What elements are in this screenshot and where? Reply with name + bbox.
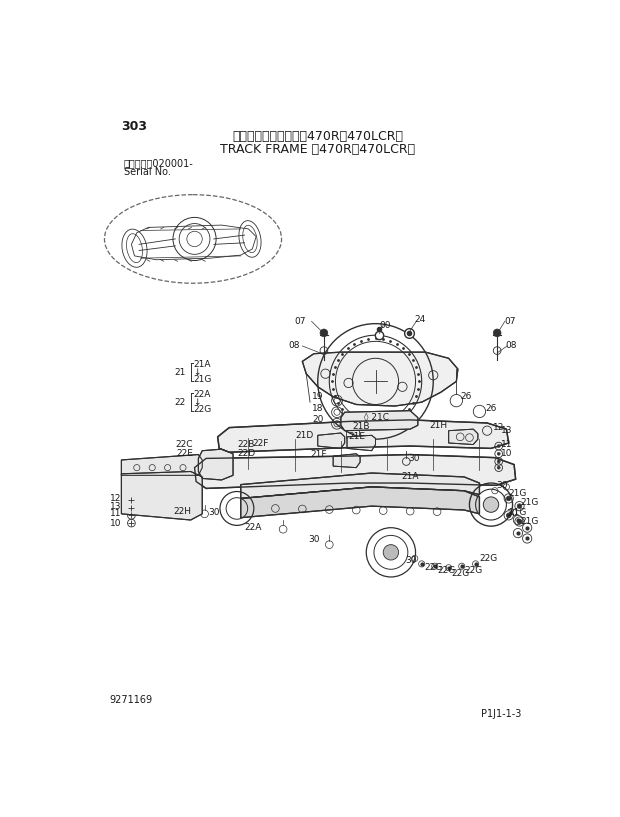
Polygon shape [218,420,508,453]
Text: 12: 12 [110,494,122,503]
Text: 21G: 21G [508,489,527,498]
Circle shape [497,444,500,448]
Text: 22: 22 [174,398,185,407]
Text: 20: 20 [312,415,324,424]
Polygon shape [195,454,516,489]
Text: 9271169: 9271169 [110,694,153,705]
Text: 21G: 21G [520,517,539,526]
Text: 24: 24 [414,315,425,324]
Circle shape [320,329,328,337]
Text: 21A: 21A [401,472,418,481]
Text: 30: 30 [409,454,420,463]
Text: 22A: 22A [245,523,262,532]
Text: 18: 18 [312,404,324,413]
Polygon shape [241,473,479,498]
Text: 26: 26 [485,404,497,413]
Circle shape [494,329,501,337]
Text: 08: 08 [506,342,517,350]
Text: 22E: 22E [176,449,193,458]
Text: TRACK FRAME ＜470R，470LCR＞: TRACK FRAME ＜470R，470LCR＞ [220,143,415,156]
Circle shape [517,520,522,524]
Text: 22C: 22C [175,440,193,449]
Polygon shape [122,471,202,520]
Text: 30: 30 [497,481,508,490]
Text: 21D: 21D [296,431,314,440]
Polygon shape [241,487,479,518]
Text: 10: 10 [501,449,513,458]
Polygon shape [449,429,478,444]
Text: 19: 19 [312,392,324,401]
Polygon shape [341,411,418,431]
Text: 303: 303 [122,119,148,132]
Text: 12: 12 [492,423,504,432]
Circle shape [484,497,498,512]
Polygon shape [198,449,233,480]
Text: 22G: 22G [424,563,442,572]
Text: 21B: 21B [352,422,370,431]
Polygon shape [122,454,202,475]
Text: 21A: 21A [193,360,211,369]
Text: P1J1-1-3: P1J1-1-3 [481,708,522,719]
Text: ↓: ↓ [193,398,200,407]
Text: 22G: 22G [437,566,455,575]
Text: 08: 08 [288,342,300,350]
Text: 10: 10 [110,519,122,528]
Text: 30: 30 [308,535,319,544]
Text: 22A: 22A [193,390,210,399]
Polygon shape [347,435,376,451]
Text: 30: 30 [208,508,220,517]
Text: 30: 30 [507,509,518,518]
Text: 21H: 21H [429,421,447,430]
Text: 22G: 22G [451,569,469,578]
Text: 22G: 22G [479,554,498,563]
Text: Serial No.: Serial No. [124,167,170,177]
Text: 11: 11 [110,509,122,518]
Text: 22G: 22G [464,566,482,575]
Text: 21E: 21E [348,432,366,441]
Circle shape [497,460,500,463]
Text: 22B: 22B [237,440,254,449]
Text: 22D: 22D [237,449,255,458]
Text: 07: 07 [505,317,516,326]
Circle shape [507,496,511,501]
Text: トラックフレーム　＜470R，470LCR＞: トラックフレーム ＜470R，470LCR＞ [232,131,403,143]
Circle shape [497,453,500,455]
Text: 13: 13 [501,426,513,435]
Text: 21F: 21F [311,450,327,459]
Text: 13: 13 [110,502,122,511]
Polygon shape [333,453,360,467]
Text: 21G: 21G [193,375,211,384]
Text: 21G: 21G [520,498,539,507]
Text: 26: 26 [460,392,472,401]
Text: 22H: 22H [173,507,191,516]
Text: ↓: ↓ [193,368,200,377]
Text: ◊ 21C: ◊ 21C [364,413,389,422]
Circle shape [517,504,522,508]
Circle shape [497,467,500,469]
Text: 21G: 21G [508,508,527,517]
Circle shape [507,513,511,518]
Text: 00: 00 [379,321,391,330]
Circle shape [383,545,399,560]
Text: 30: 30 [405,556,416,565]
Text: 22F: 22F [252,439,268,448]
Text: 07: 07 [294,317,306,326]
Text: 11: 11 [501,440,513,449]
Text: 21: 21 [174,368,185,377]
Polygon shape [303,352,458,406]
Text: 適用号機　020001-: 適用号機 020001- [124,158,193,168]
Polygon shape [317,433,345,449]
Text: 22G: 22G [193,405,211,414]
